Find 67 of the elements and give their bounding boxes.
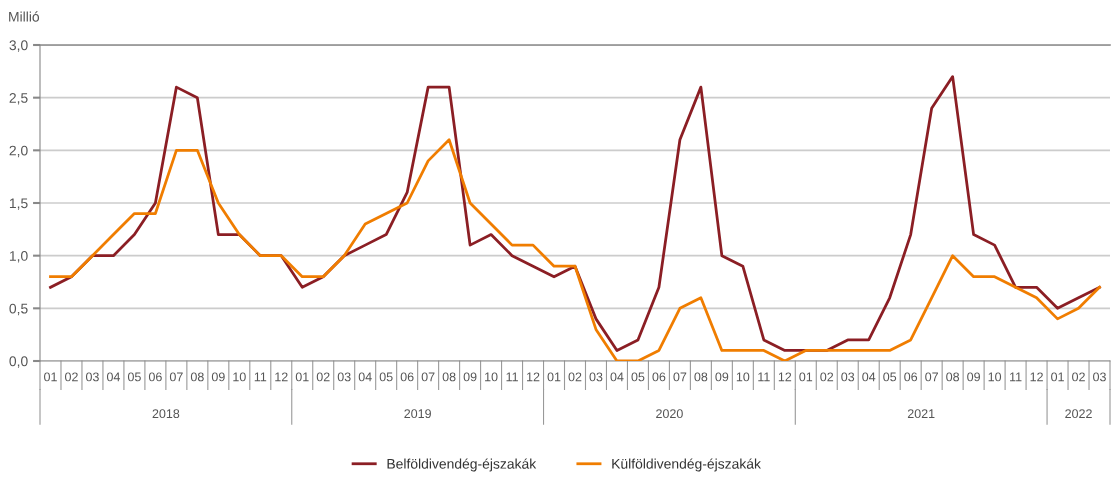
text: 2018: [152, 409, 180, 419]
x-tick-label: 03: [841, 372, 855, 382]
x-tick-label: 07: [169, 372, 183, 382]
x-tick-label: 02: [316, 372, 330, 382]
x-tick-label: 03: [589, 372, 603, 382]
x-tick-label: 12: [1030, 372, 1043, 382]
x-tick-label: 01: [547, 372, 561, 382]
x-tick-label: 07: [925, 372, 938, 382]
x-tick-label: 04: [106, 372, 121, 382]
x-tick-label: 12: [778, 372, 792, 382]
x-tick-label: 10: [736, 372, 750, 382]
y-tick-label: 0,5: [9, 303, 28, 316]
x-tick-label: 12: [275, 372, 288, 382]
x-tick-label: 01: [295, 372, 309, 382]
x-tick-label: 06: [904, 372, 918, 382]
x-tick-label: 09: [211, 372, 225, 382]
y-axis-title: Millió: [9, 11, 40, 22]
y-tick-label: 3,0: [9, 40, 28, 52]
x-tick-label: 07: [673, 372, 687, 382]
x-tick-label: 06: [148, 372, 162, 382]
text: 2021: [907, 409, 935, 419]
x-tick-label: 11: [758, 372, 770, 382]
x-tick-label: 05: [379, 372, 393, 382]
x-tick-label: 06: [652, 372, 666, 382]
x-tick-label: 05: [883, 372, 897, 382]
x-tick-label: 09: [715, 372, 729, 382]
x-tick-label: 03: [337, 372, 351, 382]
text: 2020: [656, 409, 683, 419]
x-tick-label: 11: [1010, 372, 1022, 382]
x-tick-label: 10: [485, 372, 498, 382]
x-tick-label: 10: [233, 372, 246, 382]
x-tick-label: 08: [694, 372, 708, 382]
line-series: [49, 138, 1101, 361]
x-tick-label: 06: [400, 372, 414, 382]
x-tick-label: 05: [631, 372, 645, 382]
x-tick-label: 04: [610, 372, 624, 382]
x-tick-label: 08: [442, 372, 456, 382]
x-tick-label: 09: [463, 372, 477, 382]
text: 2022: [1065, 409, 1092, 419]
x-tick-label: 11: [254, 372, 267, 382]
x-tick-label: 10: [988, 372, 1002, 382]
x-tick-label: 02: [65, 372, 78, 382]
x-tick-label: 08: [946, 372, 960, 382]
y-tick-label: 1,5: [9, 198, 28, 210]
x-tick-label: 05: [127, 372, 141, 382]
x-tick-label: 01: [1051, 372, 1064, 382]
x-tick-label: 09: [967, 372, 980, 382]
x-tick-label: 02: [1072, 372, 1085, 382]
legend-label: Külföldivendég-éjszakák: [612, 458, 761, 472]
x-tick-label: 02: [820, 372, 834, 382]
x-tick-label: 12: [527, 372, 540, 382]
x-tick-label: 04: [862, 372, 876, 382]
x-tick-label: 01: [799, 372, 813, 382]
y-tick-label: 2,5: [9, 93, 28, 105]
x-tick-label: 04: [358, 372, 372, 382]
legend-label: Belföldivendég-éjszakák: [387, 458, 537, 472]
x-tick-label: 11: [506, 372, 518, 382]
x-tick-label: 03: [85, 372, 99, 382]
x-tick-label: 01: [44, 372, 57, 382]
text: 2019: [404, 409, 431, 419]
y-tick-label: 1,0: [9, 251, 28, 263]
x-tick-label: 02: [568, 372, 582, 382]
y-tick-label: 2,0: [9, 145, 28, 158]
x-tick-label: 07: [421, 372, 435, 382]
x-tick-label: 08: [190, 372, 204, 382]
y-tick-label: 0,0: [9, 356, 28, 368]
x-tick-label: 03: [1093, 372, 1106, 382]
